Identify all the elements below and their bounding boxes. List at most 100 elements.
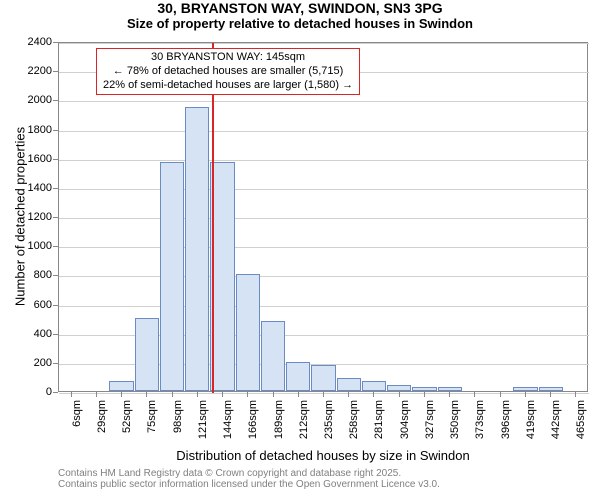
x-tick-label: 52sqm (121, 400, 133, 450)
histogram-bar (286, 362, 310, 391)
footer-line-1: Contains HM Land Registry data © Crown c… (58, 468, 440, 479)
x-tick-mark (298, 392, 299, 397)
x-tick-mark (172, 392, 173, 397)
y-tick-label: 2000 (18, 94, 52, 106)
x-tick-label: 281sqm (373, 400, 385, 450)
x-tick-label: 465sqm (575, 400, 587, 450)
x-tick-mark (373, 392, 374, 397)
x-tick-label: 166sqm (247, 400, 259, 450)
x-tick-label: 189sqm (273, 400, 285, 450)
y-gridline (59, 101, 589, 102)
x-tick-label: 144sqm (222, 400, 234, 450)
histogram-bar (210, 162, 234, 391)
x-tick-mark (197, 392, 198, 397)
histogram-bar (135, 318, 159, 391)
x-tick-label: 419sqm (525, 400, 537, 450)
x-tick-label: 396sqm (500, 400, 512, 450)
footer-line-2: Contains public sector information licen… (58, 479, 440, 490)
x-tick-mark (222, 392, 223, 397)
x-tick-mark (575, 392, 576, 397)
x-tick-mark (273, 392, 274, 397)
x-tick-label: 373sqm (474, 400, 486, 450)
histogram-bar (387, 385, 411, 391)
histogram-bar (539, 387, 563, 391)
y-tick-mark (53, 334, 58, 335)
y-tick-mark (53, 130, 58, 131)
y-tick-label: 800 (18, 269, 52, 281)
x-tick-mark (474, 392, 475, 397)
x-tick-label: 258sqm (348, 400, 360, 450)
chart-container: 30, BRYANSTON WAY, SWINDON, SN3 3PG Size… (0, 0, 600, 500)
y-gridline (59, 131, 589, 132)
y-gridline (59, 160, 589, 161)
x-tick-mark (348, 392, 349, 397)
y-tick-mark (53, 363, 58, 364)
x-tick-label: 29sqm (96, 400, 108, 450)
x-tick-mark (247, 392, 248, 397)
x-tick-mark (525, 392, 526, 397)
histogram-bar (109, 381, 133, 391)
x-tick-mark (146, 392, 147, 397)
marker-callout: 30 BRYANSTON WAY: 145sqm ← 78% of detach… (96, 48, 360, 95)
x-tick-mark (323, 392, 324, 397)
x-tick-label: 442sqm (550, 400, 562, 450)
x-tick-label: 75sqm (146, 400, 158, 450)
x-tick-mark (500, 392, 501, 397)
histogram-bar (513, 387, 537, 391)
y-tick-label: 1200 (18, 211, 52, 223)
x-tick-label: 327sqm (424, 400, 436, 450)
x-tick-label: 235sqm (323, 400, 335, 450)
x-tick-label: 98sqm (172, 400, 184, 450)
y-gridline (59, 247, 589, 248)
y-tick-label: 1600 (18, 153, 52, 165)
y-gridline (59, 189, 589, 190)
x-tick-mark (399, 392, 400, 397)
y-gridline (59, 218, 589, 219)
x-tick-label: 212sqm (298, 400, 310, 450)
footer: Contains HM Land Registry data © Crown c… (58, 468, 440, 490)
chart-title: 30, BRYANSTON WAY, SWINDON, SN3 3PG (0, 0, 600, 16)
x-tick-label: 121sqm (197, 400, 209, 450)
histogram-bar (438, 387, 462, 391)
histogram-bar (412, 387, 436, 391)
y-tick-label: 1000 (18, 240, 52, 252)
y-tick-mark (53, 392, 58, 393)
callout-line-1: 30 BRYANSTON WAY: 145sqm (103, 51, 353, 65)
x-tick-label: 6sqm (71, 400, 83, 450)
histogram-bar (337, 378, 361, 391)
x-tick-mark (121, 392, 122, 397)
histogram-bar (236, 274, 260, 391)
x-tick-mark (424, 392, 425, 397)
y-tick-mark (53, 188, 58, 189)
y-gridline (59, 393, 589, 394)
y-tick-label: 2200 (18, 65, 52, 77)
y-tick-label: 0 (18, 386, 52, 398)
x-axis-label: Distribution of detached houses by size … (58, 448, 588, 463)
histogram-bar (185, 107, 209, 391)
histogram-bar (261, 321, 285, 391)
x-tick-label: 304sqm (399, 400, 411, 450)
y-gridline (59, 43, 589, 44)
y-tick-label: 600 (18, 299, 52, 311)
y-tick-mark (53, 217, 58, 218)
y-tick-mark (53, 275, 58, 276)
y-tick-mark (53, 159, 58, 160)
histogram-bar (311, 365, 335, 391)
chart-subtitle: Size of property relative to detached ho… (0, 16, 600, 31)
x-tick-label: 350sqm (449, 400, 461, 450)
y-tick-label: 1400 (18, 182, 52, 194)
y-tick-mark (53, 42, 58, 43)
callout-line-2: ← 78% of detached houses are smaller (5,… (103, 65, 353, 79)
y-gridline (59, 276, 589, 277)
x-tick-mark (550, 392, 551, 397)
histogram-bar (160, 162, 184, 391)
x-tick-mark (71, 392, 72, 397)
y-tick-label: 1800 (18, 124, 52, 136)
y-tick-label: 400 (18, 328, 52, 340)
marker-line (212, 43, 214, 393)
y-tick-label: 2400 (18, 36, 52, 48)
y-tick-mark (53, 246, 58, 247)
y-tick-mark (53, 71, 58, 72)
y-gridline (59, 306, 589, 307)
y-tick-label: 200 (18, 357, 52, 369)
